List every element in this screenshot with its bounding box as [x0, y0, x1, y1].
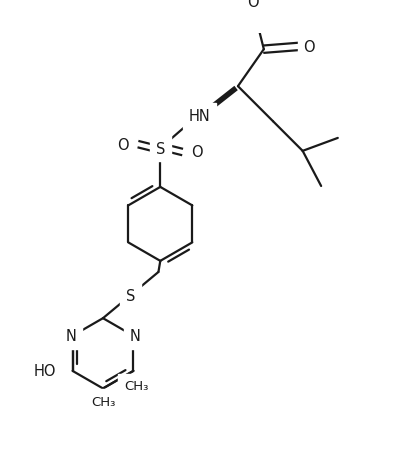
Text: HN: HN: [188, 109, 210, 124]
Text: N: N: [130, 329, 141, 344]
Text: S: S: [156, 141, 165, 156]
Text: O: O: [191, 145, 203, 160]
Text: O: O: [117, 137, 129, 152]
Text: CH₃: CH₃: [91, 395, 115, 408]
Text: N: N: [65, 329, 76, 344]
Text: HO: HO: [33, 364, 56, 379]
Text: O: O: [303, 40, 315, 55]
Text: O: O: [247, 0, 259, 10]
Text: S: S: [126, 288, 136, 303]
Text: CH₃: CH₃: [124, 379, 148, 392]
